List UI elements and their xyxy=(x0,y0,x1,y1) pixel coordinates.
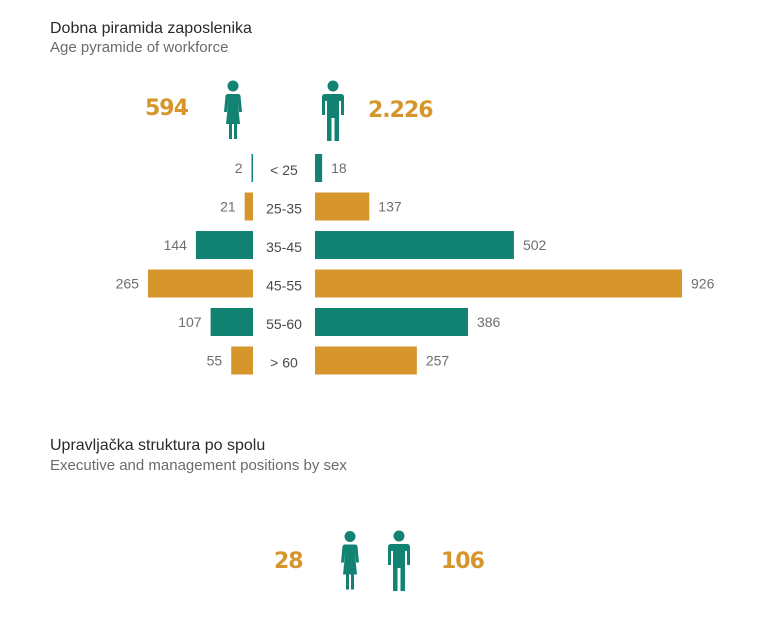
female-value-label: 265 xyxy=(116,276,140,292)
age-category-label: < 25 xyxy=(270,162,298,178)
female-value-label: 107 xyxy=(178,314,202,330)
male-icon xyxy=(322,80,344,141)
male-bar xyxy=(315,192,370,221)
age-category-label: 35-45 xyxy=(266,239,302,255)
female-value-label: 144 xyxy=(164,237,188,253)
male-value-label: 257 xyxy=(426,353,450,369)
management-subtitle: Executive and management positions by se… xyxy=(50,457,347,474)
female-value-label: 21 xyxy=(220,199,236,215)
age-pyramid-chart: 2 18 < 25 21 137 25-35 144 502 35-45 265 926 45-55 1… xyxy=(116,154,715,375)
female-bar xyxy=(147,269,253,298)
age-pyramid-subtitle: Age pyramide of workforce xyxy=(50,39,229,56)
management-female-total: 28 xyxy=(274,549,304,574)
male-total: 2.226 xyxy=(368,98,434,123)
age-category-label: 45-55 xyxy=(266,278,302,294)
female-value-label: 2 xyxy=(235,160,243,176)
female-bar xyxy=(231,346,253,375)
age-category-label: 55-60 xyxy=(266,316,302,332)
management-male-icon xyxy=(388,530,410,591)
male-value-label: 137 xyxy=(378,199,402,215)
male-bar xyxy=(315,231,514,259)
female-bar xyxy=(244,192,253,221)
management-male-total: 106 xyxy=(441,549,485,574)
age-pyramid-title: Dobna piramida zaposlenika xyxy=(50,20,252,37)
male-bar xyxy=(315,308,468,336)
male-value-label: 926 xyxy=(691,276,715,292)
male-bar xyxy=(315,269,682,298)
male-bar xyxy=(315,154,323,182)
management-female-icon xyxy=(341,531,359,590)
age-category-label: > 60 xyxy=(270,355,298,371)
female-bar xyxy=(251,154,253,182)
management-title: Upravljačka struktura po spolu xyxy=(50,437,266,454)
male-value-label: 386 xyxy=(477,314,501,330)
age-category-label: 25-35 xyxy=(266,201,302,217)
female-bar xyxy=(210,308,253,336)
female-total: 594 xyxy=(145,96,189,121)
male-bar xyxy=(315,346,417,375)
male-value-label: 18 xyxy=(331,160,347,176)
female-value-label: 55 xyxy=(207,353,223,369)
female-icon xyxy=(224,80,242,139)
female-bar xyxy=(195,231,253,259)
male-value-label: 502 xyxy=(523,237,547,253)
